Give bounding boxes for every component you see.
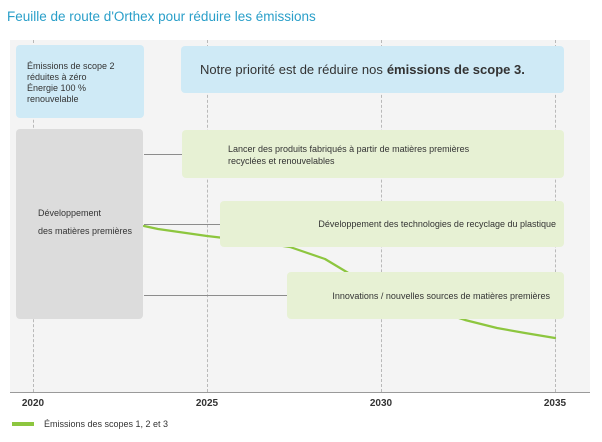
year-label: 2030 [369,398,393,409]
development-line: Développement [38,208,102,218]
year-label: 2025 [195,398,219,409]
priority-box: Notre priorité est de réduire nos émissi… [181,46,564,93]
scope2-line: Émissions de scope 2 [27,61,115,71]
year-label: 2035 [543,398,567,409]
initiative-box: Innovations / nouvelles sources de matiè… [287,272,564,319]
initiative-box: Lancer des produits fabriqués à partir d… [182,130,564,178]
initiative-line: recyclées et renouvelables [228,156,335,166]
scope2-box: Émissions de scope 2 réduites à zéro Éne… [16,45,144,118]
initiative-line: Lancer des produits fabriqués à partir d… [228,144,470,154]
gridline-2025 [207,40,208,392]
year-label: 2020 [21,398,45,409]
initiative-line: Innovations / nouvelles sources de matiè… [332,290,550,301]
scope2-line: réduites à zéro [27,72,87,82]
legend-label: Émissions des scopes 1, 2 et 3 [44,419,169,429]
connector-line [144,224,220,225]
priority-text: Notre priorité est de réduire nos [200,62,383,77]
legend-swatch [12,422,34,426]
legend: Émissions des scopes 1, 2 et 3 [12,418,168,430]
scope2-line: Énergie 100 % [27,83,87,93]
x-axis [10,392,590,393]
initiative-box: Développement des technologies de recycl… [220,201,564,247]
connector-line [144,154,182,155]
priority-bold-text: émissions de scope 3. [386,62,525,77]
initiative-line: Développement des technologies de recycl… [318,219,556,229]
development-line: des matières premières [38,226,133,236]
scope2-line: renouvelable [27,94,79,104]
diagram-title: Feuille de route d'Orthex pour réduire l… [7,9,316,24]
development-box: Développement des matières premières [16,129,143,319]
connector-line [144,295,287,296]
